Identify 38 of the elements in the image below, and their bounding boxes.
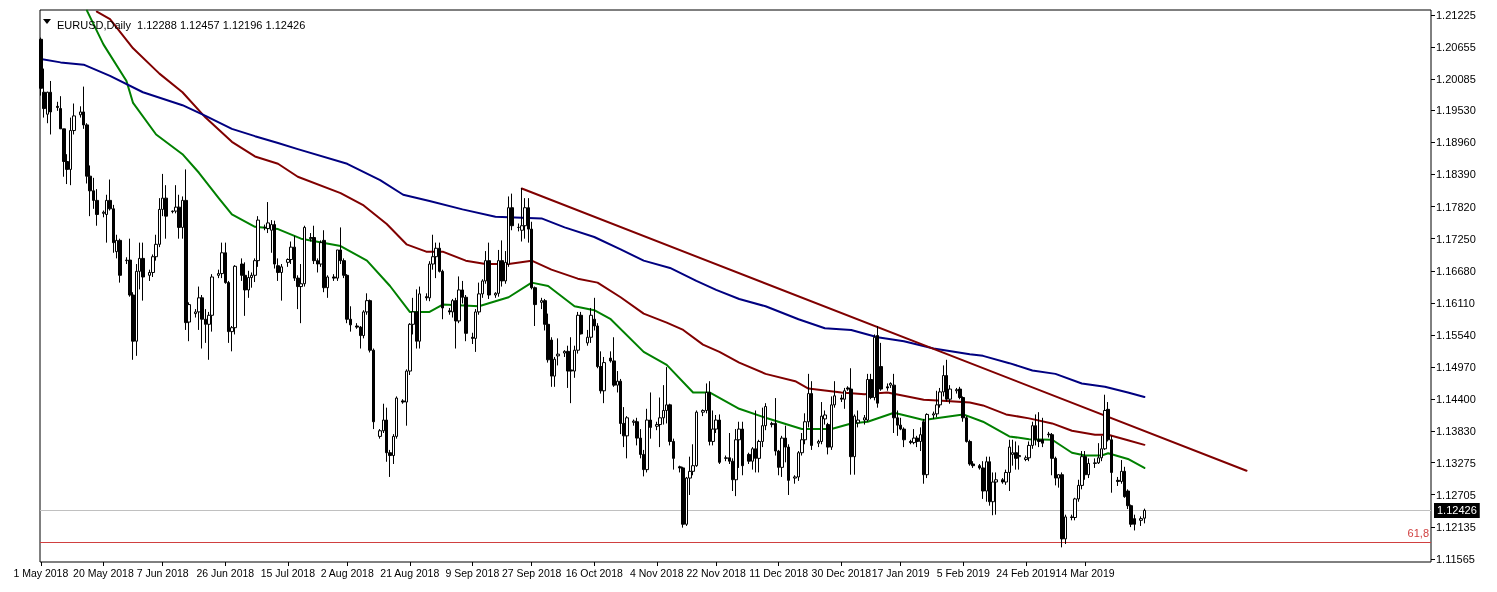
y-tick-label: 1.16110 (1436, 296, 1475, 309)
y-tick-label: 1.20085 (1436, 73, 1476, 85)
x-tick-label: 11 Dec 2018 (749, 566, 809, 579)
x-tick-label: 17 Jan 2019 (871, 566, 930, 579)
y-tick-label: 1.15540 (1436, 329, 1476, 341)
x-tick-label: 14 Mar 2019 (1055, 566, 1115, 579)
y-tick-label: 1.18960 (1436, 136, 1476, 149)
y-tick-label: 1.19530 (1436, 104, 1476, 117)
y-tick-label: 1.13830 (1436, 425, 1476, 438)
y-tick-label: 1.20655 (1436, 40, 1476, 53)
y-tick-label: 1.17250 (1436, 232, 1476, 245)
x-tick-label: 9 Sep 2018 (445, 566, 500, 579)
x-tick-label: 1 May 2018 (13, 566, 69, 579)
ref-line-label: 1.12426 (1437, 504, 1477, 517)
y-tick-label: 1.12135 (1436, 520, 1476, 533)
annotation: 61,8 (1407, 526, 1430, 539)
x-tick-label: 2 Aug 2018 (320, 566, 374, 579)
y-tick-label: 1.13275 (1436, 456, 1476, 469)
y-tick-label: 1.11565 (1436, 552, 1475, 565)
x-tick-label: 4 Nov 2018 (629, 566, 684, 579)
x-tick-label: 30 Dec 2018 (811, 566, 872, 579)
y-tick-label: 1.17820 (1436, 200, 1476, 213)
y-tick-label: 1.18390 (1436, 168, 1476, 181)
x-tick-label: 15 Jul 2018 (260, 566, 316, 579)
x-tick-label: 16 Oct 2018 (565, 566, 624, 579)
x-tick-label: 7 Jun 2018 (136, 566, 189, 579)
y-tick-label: 1.12705 (1436, 488, 1476, 501)
x-tick-label: 26 Jun 2018 (196, 566, 255, 579)
x-tick-label: 27 Sep 2018 (501, 566, 562, 579)
y-tick-label: 1.14970 (1436, 361, 1476, 374)
y-tick-label: 1.14400 (1436, 393, 1476, 406)
y-tick-label: 1.21225 (1436, 8, 1476, 21)
x-tick-label: 5 Feb 2019 (936, 566, 990, 579)
x-tick-label: 21 Aug 2018 (380, 566, 440, 579)
x-tick-label: 24 Feb 2019 (996, 566, 1056, 579)
y-tick-label: 1.16680 (1436, 264, 1476, 277)
x-tick-label: 22 Nov 2018 (686, 566, 747, 579)
x-tick-label: 20 May 2018 (73, 566, 134, 579)
